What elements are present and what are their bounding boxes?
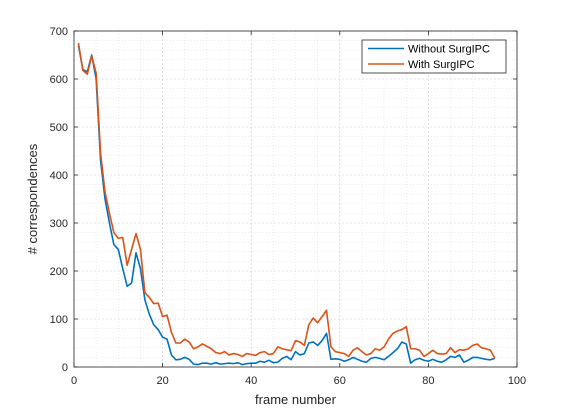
plot-frame bbox=[73, 30, 518, 368]
y-tick-label: 700 bbox=[50, 26, 68, 38]
x-tick-label: 40 bbox=[245, 375, 257, 387]
y-tick-label: 100 bbox=[50, 314, 68, 326]
x-tick-label: 20 bbox=[156, 375, 168, 387]
series-layer bbox=[77, 42, 496, 366]
y-tick-label: 500 bbox=[50, 122, 68, 134]
x-tick-label: 0 bbox=[71, 375, 77, 387]
legend-box bbox=[361, 39, 507, 74]
y-tick-label: 300 bbox=[50, 218, 68, 230]
y-tick-label: 400 bbox=[50, 170, 68, 182]
series-line-with-surgipc bbox=[77, 42, 496, 359]
legend-label-without-surgipc: Without SurgIPC bbox=[408, 44, 490, 56]
tick-labels: 0 20 40 60 80 100 0 100 200 300 400 500 600 700 bbox=[50, 26, 527, 387]
y-tick-label: 0 bbox=[62, 362, 68, 374]
y-tick-label: 200 bbox=[50, 266, 68, 278]
y-axis-label: # correspondences bbox=[25, 143, 40, 254]
tick-marks bbox=[73, 30, 518, 368]
x-tick-label: 60 bbox=[334, 375, 346, 387]
series-line-without-surgipc bbox=[77, 45, 496, 366]
y-tick-label: 600 bbox=[50, 74, 68, 86]
x-tick-label: 100 bbox=[508, 375, 526, 387]
x-tick-label: 80 bbox=[422, 375, 434, 387]
x-axis-label: frame number bbox=[255, 392, 337, 407]
legend: Without SurgIPC With SurgIPC bbox=[361, 39, 507, 74]
legend-label-with-surgipc: With SurgIPC bbox=[408, 59, 475, 71]
